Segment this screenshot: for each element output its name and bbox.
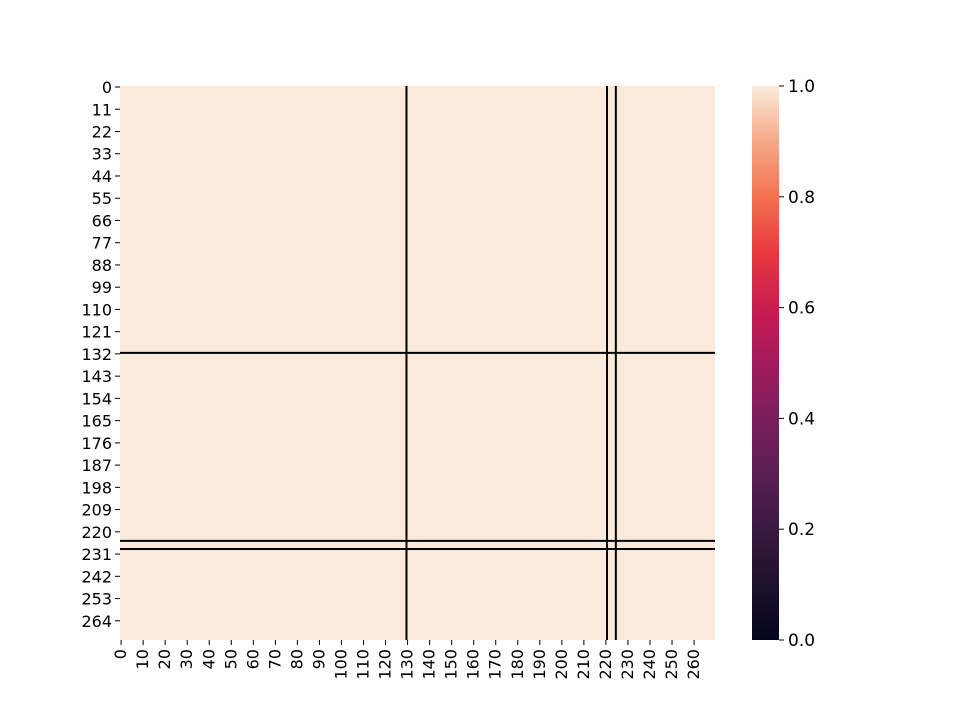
y-tick-label: 165 [81, 412, 112, 431]
x-tick-label: 90 [309, 649, 328, 669]
colorbar-tick-label: 0.0 [788, 631, 815, 651]
y-tick-label: 198 [81, 478, 112, 497]
x-tick-label: 130 [398, 649, 417, 680]
x-tick-label: 230 [618, 649, 637, 680]
colorbar-axis: 0.0 0.2 0.4 0.6 0.8 1.0 [779, 77, 815, 651]
x-tick-label: 240 [640, 649, 659, 680]
y-tick-label: 121 [81, 323, 112, 342]
x-tick-label: 140 [420, 649, 439, 680]
y-tick-label: 0 [102, 78, 112, 97]
x-tick-label: 60 [243, 649, 262, 669]
y-tick-label: 33 [92, 145, 112, 164]
x-tick-label: 180 [508, 649, 527, 680]
colorbar-tick-label: 0.2 [788, 520, 815, 540]
colorbar [752, 86, 779, 640]
y-tick-label: 99 [92, 278, 112, 297]
y-tick-label: 77 [92, 234, 112, 253]
x-tick-label: 0 [111, 649, 130, 659]
y-tick-label: 176 [81, 434, 112, 453]
x-tick-label: 40 [199, 649, 218, 669]
colorbar-tick-label: 1.0 [788, 77, 815, 97]
x-tick-label: 10 [133, 649, 152, 669]
x-tick-label: 200 [552, 649, 571, 680]
y-tick-label: 209 [81, 501, 112, 520]
y-tick-label: 253 [81, 590, 112, 609]
y-tick-label: 55 [92, 189, 112, 208]
x-tick-label: 190 [530, 649, 549, 680]
y-axis: 0 11 22 33 44 55 66 77 88 99 110 121 132 143 154 165 176… [81, 78, 120, 631]
x-tick-label: 170 [486, 649, 505, 680]
y-tick-label: 110 [81, 300, 112, 319]
y-tick-label: 220 [81, 523, 112, 542]
x-tick-label: 160 [464, 649, 483, 680]
y-tick-label: 154 [81, 389, 112, 408]
y-tick-label: 132 [81, 345, 112, 364]
colorbar-tick-label: 0.6 [788, 299, 815, 319]
colorbar-tick-label: 0.8 [788, 188, 815, 208]
x-tick-label: 260 [684, 649, 703, 680]
x-axis: 0 10 20 30 40 50 60 70 80 90 100 110 120 130 140 150 160… [111, 640, 703, 680]
x-tick-label: 250 [662, 649, 681, 680]
x-tick-label: 150 [442, 649, 461, 680]
separator-lines [120, 86, 715, 640]
y-tick-label: 231 [81, 545, 112, 564]
y-tick-label: 11 [92, 100, 112, 119]
y-tick-label: 187 [81, 456, 112, 475]
y-tick-label: 143 [81, 367, 112, 386]
x-tick-label: 70 [265, 649, 284, 669]
x-tick-label: 100 [331, 649, 350, 680]
y-tick-label: 22 [92, 122, 112, 141]
y-tick-label: 88 [92, 256, 112, 275]
y-tick-label: 44 [92, 167, 112, 186]
x-tick-label: 80 [287, 649, 306, 669]
colorbar-tick-label: 0.4 [788, 409, 815, 429]
x-tick-label: 20 [155, 649, 174, 669]
y-tick-label: 66 [92, 211, 112, 230]
x-tick-label: 50 [221, 649, 240, 669]
heatmap-area [120, 86, 715, 640]
x-tick-label: 220 [596, 649, 615, 680]
x-tick-label: 110 [354, 649, 373, 680]
y-tick-label: 242 [81, 567, 112, 586]
x-tick-label: 210 [574, 649, 593, 680]
x-tick-label: 120 [376, 649, 395, 680]
x-tick-label: 30 [177, 649, 196, 669]
y-tick-label: 264 [81, 612, 112, 631]
